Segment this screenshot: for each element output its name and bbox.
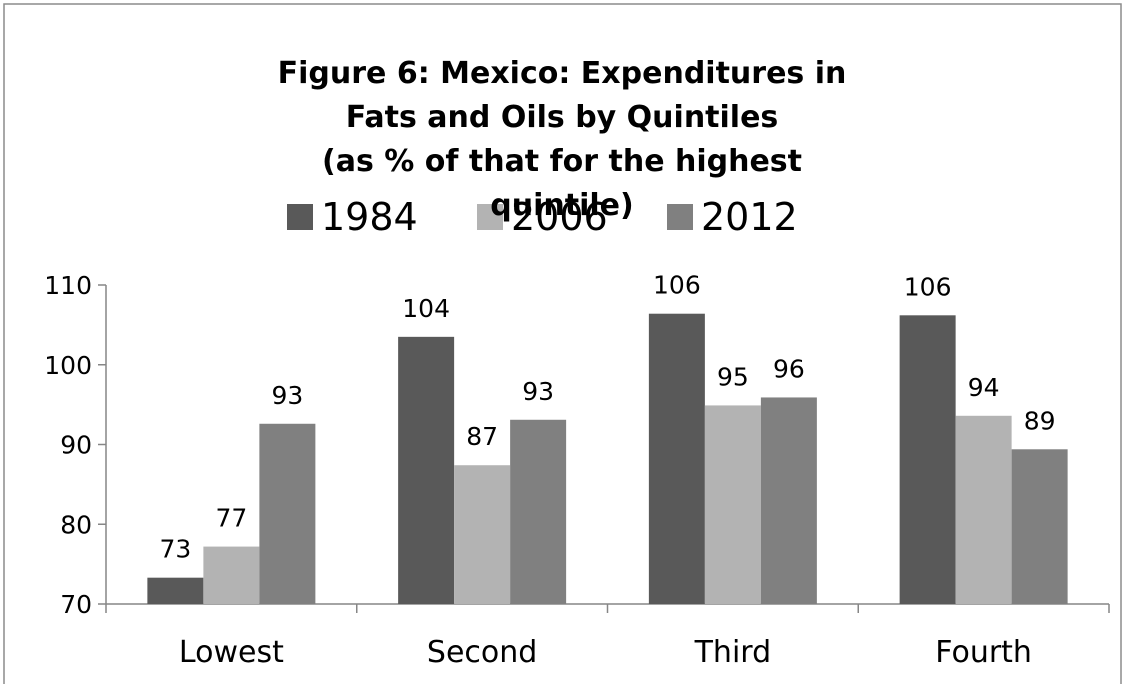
bar: [147, 577, 204, 604]
bar: [955, 415, 1012, 604]
bar: [454, 465, 511, 604]
bar: [1011, 449, 1068, 604]
data-label: 77: [215, 504, 247, 533]
data-label: 96: [773, 354, 805, 383]
legend-label: 2012: [701, 195, 798, 239]
data-label: 73: [159, 535, 191, 564]
x-tick-label: Third: [694, 635, 772, 670]
bar: [899, 315, 956, 604]
legend-swatch: [667, 204, 693, 230]
data-label: 93: [522, 377, 554, 406]
y-tick-label: 90: [60, 431, 92, 460]
bar: [398, 336, 455, 604]
data-label: 95: [717, 362, 749, 391]
title-block: Figure 6: Mexico: Expenditures in Fats a…: [262, 52, 862, 228]
legend-swatch: [287, 204, 313, 230]
chart-frame: [3, 3, 1122, 684]
chart-title: Figure 6: Mexico: Expenditures in Fats a…: [277, 56, 847, 135]
y-tick-label: 80: [60, 510, 92, 539]
bar: [510, 419, 567, 604]
bar: [203, 546, 260, 604]
data-label: 93: [271, 381, 303, 410]
data-label: 106: [653, 271, 701, 300]
x-tick-label: Second: [427, 635, 537, 670]
data-label: 89: [1024, 406, 1056, 435]
legend-label: 1984: [321, 195, 418, 239]
legend-label: 2006: [511, 195, 608, 239]
bar: [760, 397, 817, 604]
bar: [259, 423, 316, 604]
y-tick-label: 110: [44, 271, 92, 300]
x-tick-label: Lowest: [179, 635, 284, 670]
chart-subtitle: (as % of that for the highest quintile): [322, 144, 802, 223]
y-tick-label: 100: [44, 351, 92, 380]
data-label: 87: [466, 422, 498, 451]
data-label: 94: [968, 373, 1000, 402]
bar: [704, 405, 761, 604]
legend-swatch: [477, 204, 503, 230]
data-label: 104: [402, 294, 450, 323]
x-tick-label: Fourth: [935, 635, 1032, 670]
data-label: 106: [904, 272, 952, 301]
bar: [648, 313, 705, 604]
y-tick-label: 70: [60, 590, 92, 619]
